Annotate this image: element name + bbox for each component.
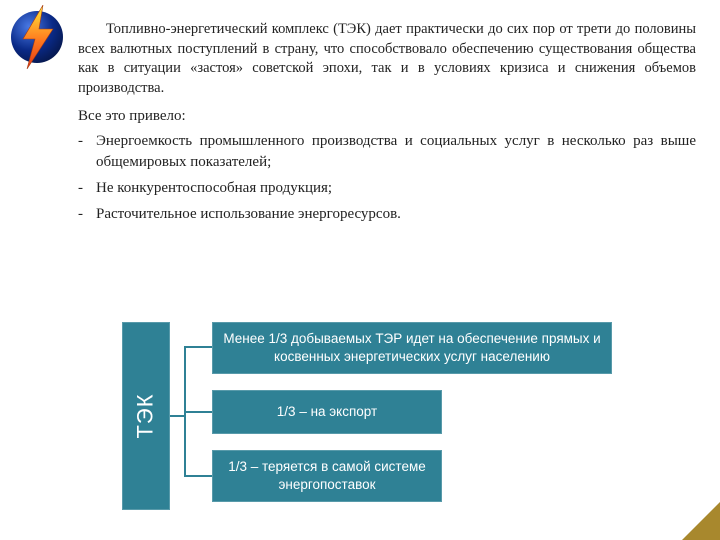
lead-line: Все это привело:: [78, 108, 696, 125]
diagram-root: ТЭК: [122, 322, 170, 510]
diagram-root-label: ТЭК: [133, 393, 159, 438]
diagram-node: 1/3 – на экспорт: [212, 390, 442, 434]
text-content: Топливно-энергетический комплекс (ТЭК) д…: [78, 20, 696, 230]
connector: [184, 475, 212, 477]
diagram-node: 1/3 – теряется в самой системе энергопос…: [212, 450, 442, 502]
connector: [184, 411, 212, 413]
intro-paragraph: Топливно-энергетический комплекс (ТЭК) д…: [78, 20, 696, 98]
tek-diagram: ТЭК Менее 1/3 добываемых ТЭР идет на обе…: [122, 322, 642, 522]
corner-accent: [682, 502, 720, 540]
diagram-node: Менее 1/3 добываемых ТЭР идет на обеспеч…: [212, 322, 612, 374]
list-item: Не конкурентоспособная продукция;: [78, 178, 696, 198]
energy-bolt-icon: [5, 5, 69, 69]
connector: [184, 346, 212, 348]
bullet-list: Энергоемкость промышленного производства…: [78, 131, 696, 224]
list-item: Расточительное использование энергоресур…: [78, 204, 696, 224]
connector: [170, 415, 184, 417]
list-item: Энергоемкость промышленного производства…: [78, 131, 696, 172]
